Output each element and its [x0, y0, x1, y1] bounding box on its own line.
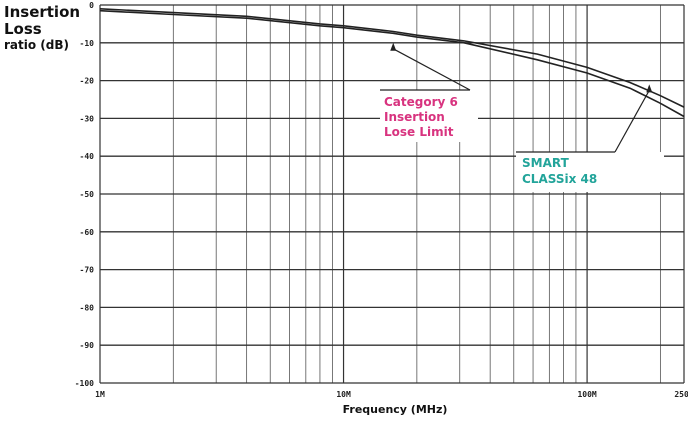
y-axis-label: Insertion Loss ratio (dB) — [4, 4, 80, 53]
y-tick-label: -90 — [80, 341, 95, 350]
annotation-box-smartclassix — [516, 152, 664, 192]
annotation-category6-text: Insertion — [384, 110, 445, 124]
annotation-smartclassix-text: SMART — [522, 156, 570, 170]
y-axis-label-line-2: Loss — [4, 20, 42, 38]
y-tick-label: -80 — [80, 303, 95, 312]
y-tick-label: -30 — [80, 114, 95, 123]
y-tick-label: -70 — [80, 266, 95, 275]
y-tick-labels: 0 -10 -20 -30 -40 -50 -60 -70 -80 -90 -100 — [75, 1, 94, 388]
y-tick-label: -50 — [80, 190, 95, 199]
grid-lines — [99, 4, 685, 384]
y-tick-label: -10 — [80, 39, 95, 48]
x-tick-label: 250M — [674, 390, 688, 399]
x-tick-label: 1M — [95, 390, 105, 399]
data-series — [99, 8, 685, 118]
series-line-2 — [99, 8, 685, 108]
annotation-smartclassix-text: CLASSix 48 — [522, 172, 597, 186]
annotation-box-category6 — [380, 90, 478, 142]
y-tick-label: -20 — [80, 77, 95, 86]
annotation-category6-arrowhead — [390, 42, 397, 51]
y-axis-label-line-3: ratio (dB) — [4, 38, 69, 52]
y-tick-label: -60 — [80, 228, 95, 237]
x-axis-label: Frequency (MHz) — [343, 403, 448, 416]
annotation-smartclassix-arrowhead — [646, 84, 653, 93]
annotation-category6-pointer — [392, 48, 471, 91]
y-axis-label-line-1: Insertion — [4, 3, 81, 21]
y-tick-label: 0 — [89, 1, 94, 10]
y-tick-label: -100 — [75, 379, 94, 388]
x-tick-label: 100M — [577, 390, 596, 399]
series-line-1 — [99, 9, 685, 118]
x-tick-labels: 1M 10M 100M 250M — [95, 390, 688, 399]
annotation-smartclassix-pointer — [614, 90, 650, 153]
annotation-category6-text: Category 6 — [384, 95, 458, 109]
x-tick-label: 10M — [336, 390, 351, 399]
annotation-category6-text: Lose Limit — [384, 125, 454, 139]
y-tick-label: -40 — [80, 152, 95, 161]
